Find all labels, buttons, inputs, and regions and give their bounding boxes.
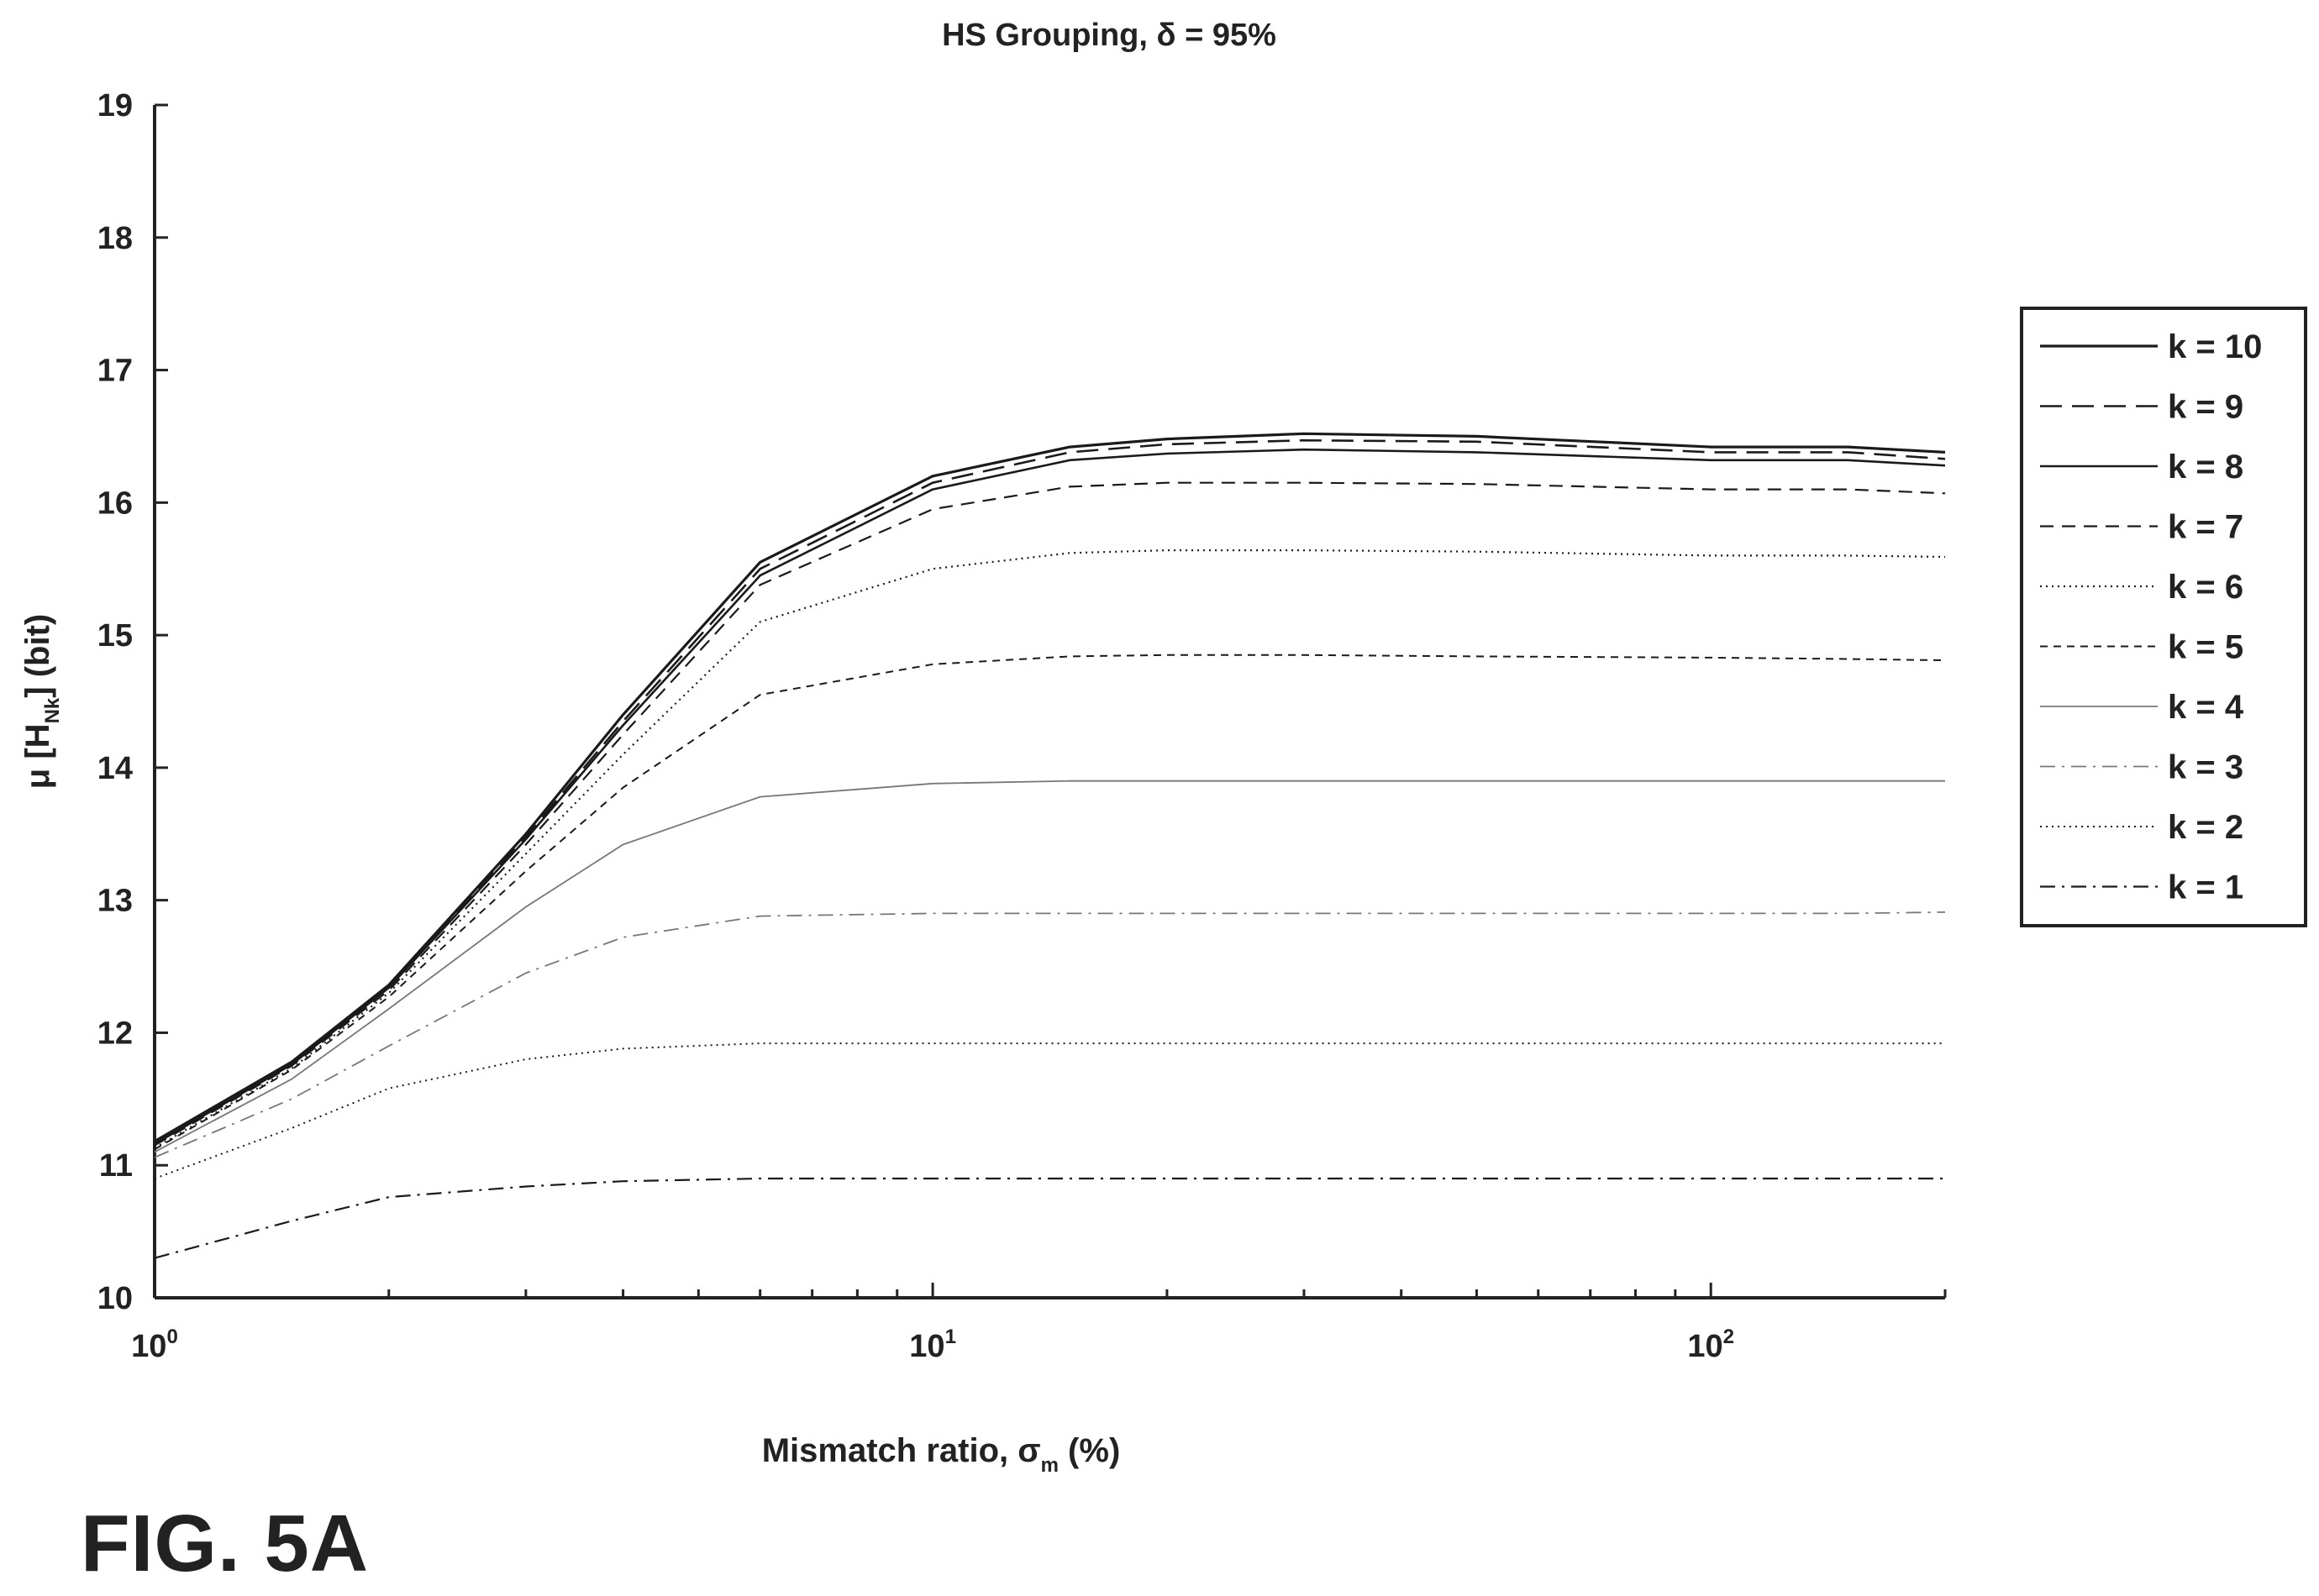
series-9 xyxy=(154,1042,1947,1179)
legend-box xyxy=(2020,307,2307,927)
data-point xyxy=(387,995,390,998)
data-point xyxy=(1475,483,1478,486)
y-tick-label: 10 xyxy=(97,1281,133,1316)
y-tick-label: 13 xyxy=(97,884,133,919)
data-point xyxy=(1475,550,1478,553)
series-line xyxy=(154,1042,1945,1179)
data-point xyxy=(1847,488,1849,491)
x-ticks: 100 101 102 xyxy=(131,1283,1947,1364)
data-point xyxy=(1165,1042,1168,1045)
data-point xyxy=(932,508,934,511)
data-point xyxy=(1710,451,1712,454)
series-5 xyxy=(154,549,1946,1149)
data-point xyxy=(1165,549,1168,552)
legend-label: k = 3 xyxy=(2168,749,2243,786)
data-point xyxy=(1069,655,1071,658)
data-point xyxy=(1302,912,1305,915)
chart-title: HS Grouping, δ = 95% xyxy=(942,18,1276,53)
legend-label: k = 5 xyxy=(2168,629,2243,666)
series-2 xyxy=(154,438,1946,1144)
data-point xyxy=(524,1058,527,1061)
data-point xyxy=(1847,554,1849,557)
data-point xyxy=(1847,658,1849,660)
legend-label: k = 8 xyxy=(2168,449,2243,486)
series-1 xyxy=(154,432,1946,1143)
legend-label: k = 6 xyxy=(2168,569,2243,606)
data-point xyxy=(622,753,624,756)
series-lines xyxy=(154,432,1947,1259)
y-ticks: 10 11 12 13 14 15 16 17 18 19 xyxy=(97,88,168,1316)
series-line xyxy=(154,481,1946,1147)
data-point xyxy=(1944,659,1947,662)
legend-label: k = 9 xyxy=(2168,389,2243,426)
data-point xyxy=(622,720,624,722)
series-line xyxy=(154,911,1946,1158)
series-6 xyxy=(154,654,1947,1151)
data-point xyxy=(622,733,624,736)
legend-label: k = 2 xyxy=(2168,809,2243,846)
series-line xyxy=(154,549,1946,1149)
series-4 xyxy=(154,481,1946,1147)
data-point xyxy=(759,1042,761,1045)
data-point xyxy=(1165,1178,1168,1180)
y-tick-label: 12 xyxy=(97,1016,133,1051)
y-tick-label: 16 xyxy=(97,486,133,521)
legend-label: k = 4 xyxy=(2168,689,2244,726)
legend-label: k = 10 xyxy=(2168,328,2262,365)
x-tick-label: 100 xyxy=(131,1326,178,1364)
data-point xyxy=(1165,443,1168,445)
y-axis-label: μ [HNk] (bit) xyxy=(19,614,64,789)
series-line xyxy=(154,448,1946,1146)
y-tick-label: 15 xyxy=(97,618,133,654)
series-line xyxy=(154,654,1946,1151)
plot-area xyxy=(153,105,1945,1299)
data-point xyxy=(524,869,527,872)
legend-entries: k = 10 k = 9 k = 8 k = 7 k = 6 k = 5 k = 4 k = … xyxy=(2040,328,2262,906)
y-tick-label: 14 xyxy=(97,751,133,786)
y-tick-label: 19 xyxy=(97,88,133,123)
series-10 xyxy=(154,1177,1947,1259)
series-line xyxy=(154,432,1946,1143)
series-line xyxy=(154,1177,1945,1259)
series-line xyxy=(154,780,1945,1153)
y-tick-label: 18 xyxy=(97,221,133,256)
series-8 xyxy=(154,911,1946,1158)
data-point xyxy=(1302,481,1305,484)
data-point xyxy=(291,1220,293,1222)
y-tick-label: 17 xyxy=(97,354,133,389)
series-7 xyxy=(154,780,1945,1153)
y-tick-label: 11 xyxy=(99,1148,133,1184)
legend: k = 10 k = 9 k = 8 k = 7 k = 6 k = 5 k = 4 k = … xyxy=(2020,307,2307,927)
data-point xyxy=(1069,451,1071,454)
x-axis-label: Mismatch ratio, σm (%) xyxy=(762,1432,1121,1477)
legend-label: k = 7 xyxy=(2168,509,2243,546)
series-3 xyxy=(154,448,1946,1146)
data-point xyxy=(1944,1042,1947,1045)
data-point xyxy=(932,1042,934,1045)
data-point xyxy=(387,1087,390,1089)
series-line xyxy=(154,438,1946,1144)
figure-caption: FIG. 5A xyxy=(81,1499,370,1588)
x-tick-label: 102 xyxy=(1687,1326,1734,1364)
legend-label: k = 1 xyxy=(2168,869,2243,906)
x-tick-label: 101 xyxy=(909,1326,956,1364)
data-point xyxy=(1944,1178,1947,1180)
